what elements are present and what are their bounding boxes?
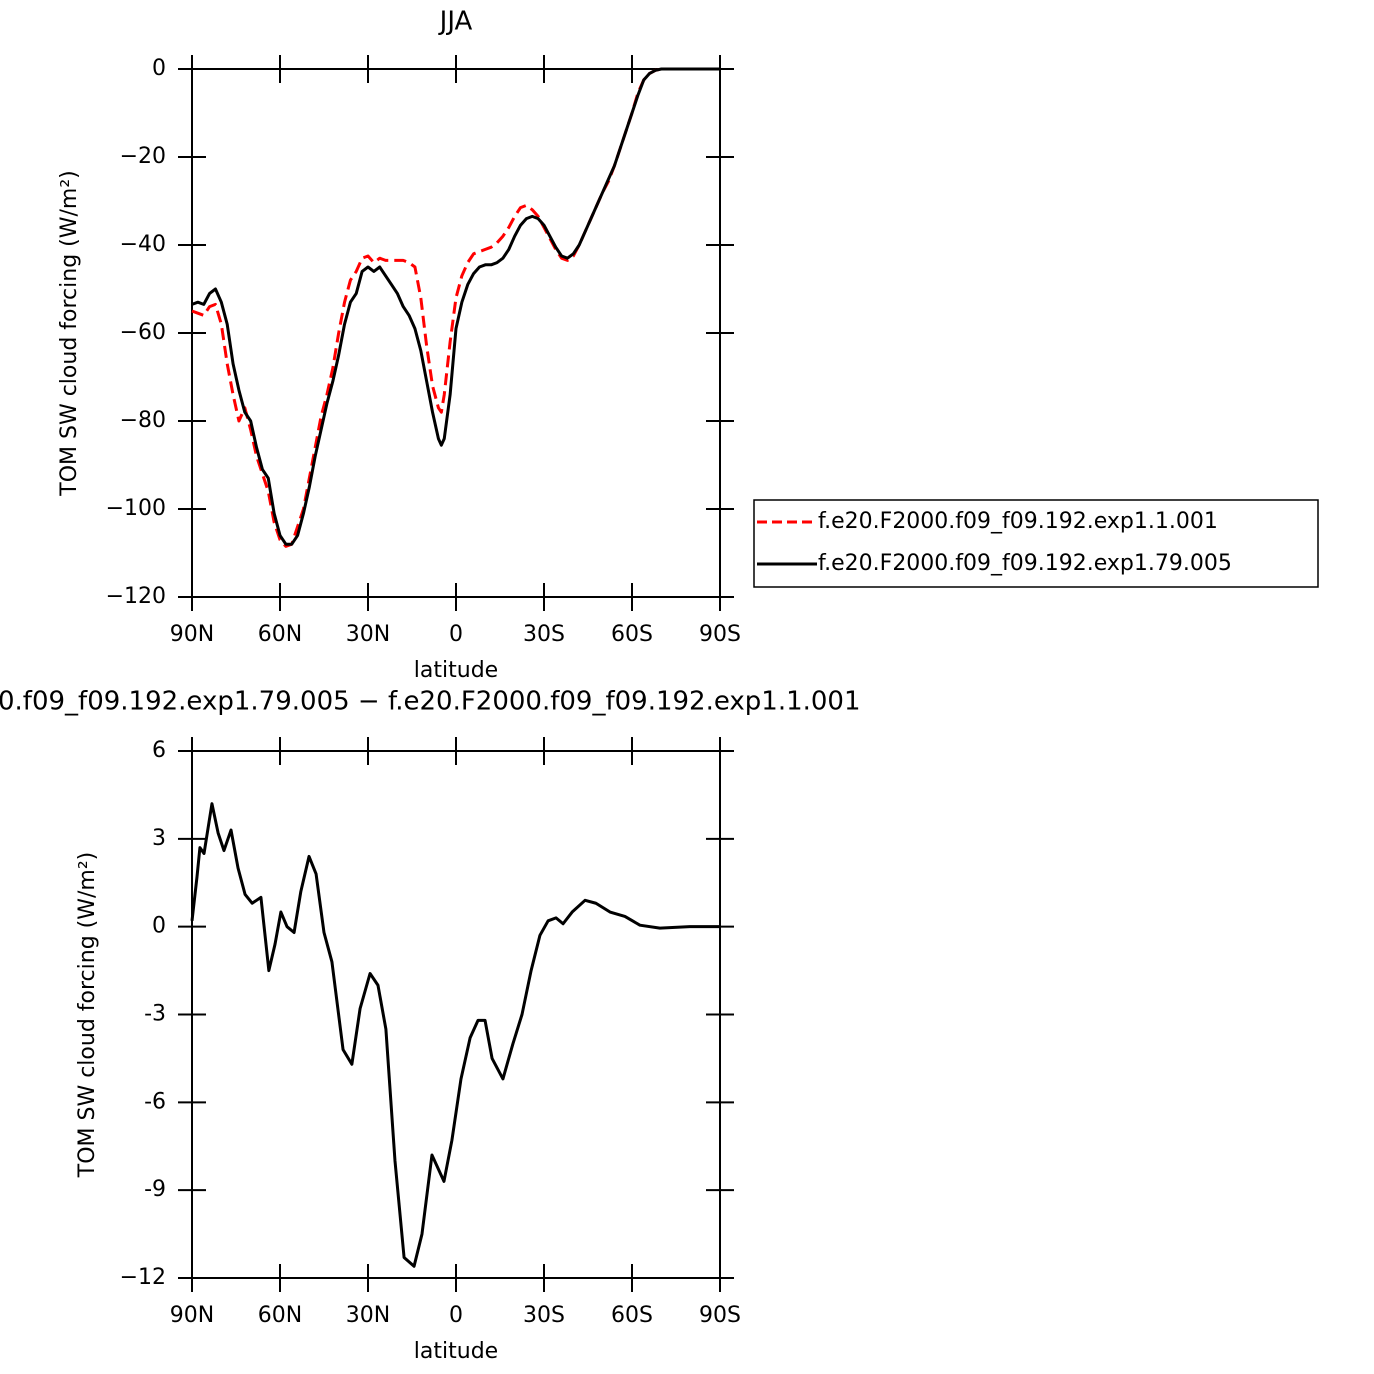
x-tick-label: 30S [523, 1303, 565, 1328]
x-tick-label: 60S [611, 1303, 653, 1328]
y-axis-label: TOM SW cloud forcing (W/m²) [75, 852, 100, 1178]
y-tick-label: 6 [152, 738, 166, 763]
y-tick-label: -9 [144, 1177, 166, 1202]
plot-frame [191, 750, 721, 1279]
x-tick-label: 90N [170, 1303, 214, 1328]
legend-box [753, 499, 1319, 588]
legend-label: f.e20.F2000.f09_f09.192.exp1.79.005 [818, 551, 1232, 576]
x-tick-label: 0 [449, 622, 463, 647]
y-tick-label: −80 [120, 408, 166, 433]
y-tick-label: −100 [106, 496, 166, 521]
data-line [190, 802, 720, 1268]
data-line [191, 67, 720, 546]
x-tick-label: 60N [258, 622, 302, 647]
x-axis-label: latitude [414, 658, 498, 683]
y-tick-label: -3 [144, 1002, 166, 1027]
chart-title: 0.f09_f09.192.exp1.79.005 − f.e20.F2000.… [0, 687, 861, 717]
y-tick-label: 0 [152, 914, 166, 939]
y-tick-label: −12 [120, 1265, 166, 1290]
y-tick-label: 0 [152, 56, 166, 81]
x-tick-label: 0 [449, 1303, 463, 1328]
x-tick-label: 90N [170, 622, 214, 647]
y-tick-label: −20 [120, 144, 166, 169]
data-line [191, 67, 720, 548]
plot-frame [191, 68, 721, 598]
y-tick-label: -6 [144, 1089, 166, 1114]
x-tick-label: 60N [258, 1303, 302, 1328]
x-tick-label: 30N [346, 622, 390, 647]
x-axis-label: latitude [414, 1339, 498, 1364]
x-tick-label: 90S [699, 1303, 741, 1328]
x-tick-label: 60S [611, 622, 653, 647]
y-tick-label: −60 [120, 320, 166, 345]
y-tick-label: −40 [120, 232, 166, 257]
chart-title: JJA [438, 7, 473, 37]
y-tick-label: −120 [106, 584, 166, 609]
y-axis-label: TOM SW cloud forcing (W/m²) [57, 170, 82, 496]
x-tick-label: 90S [699, 622, 741, 647]
x-tick-label: 30N [346, 1303, 390, 1328]
x-tick-label: 30S [523, 622, 565, 647]
y-tick-label: 3 [152, 826, 166, 851]
legend-label: f.e20.F2000.f09_f09.192.exp1.1.001 [818, 509, 1218, 534]
